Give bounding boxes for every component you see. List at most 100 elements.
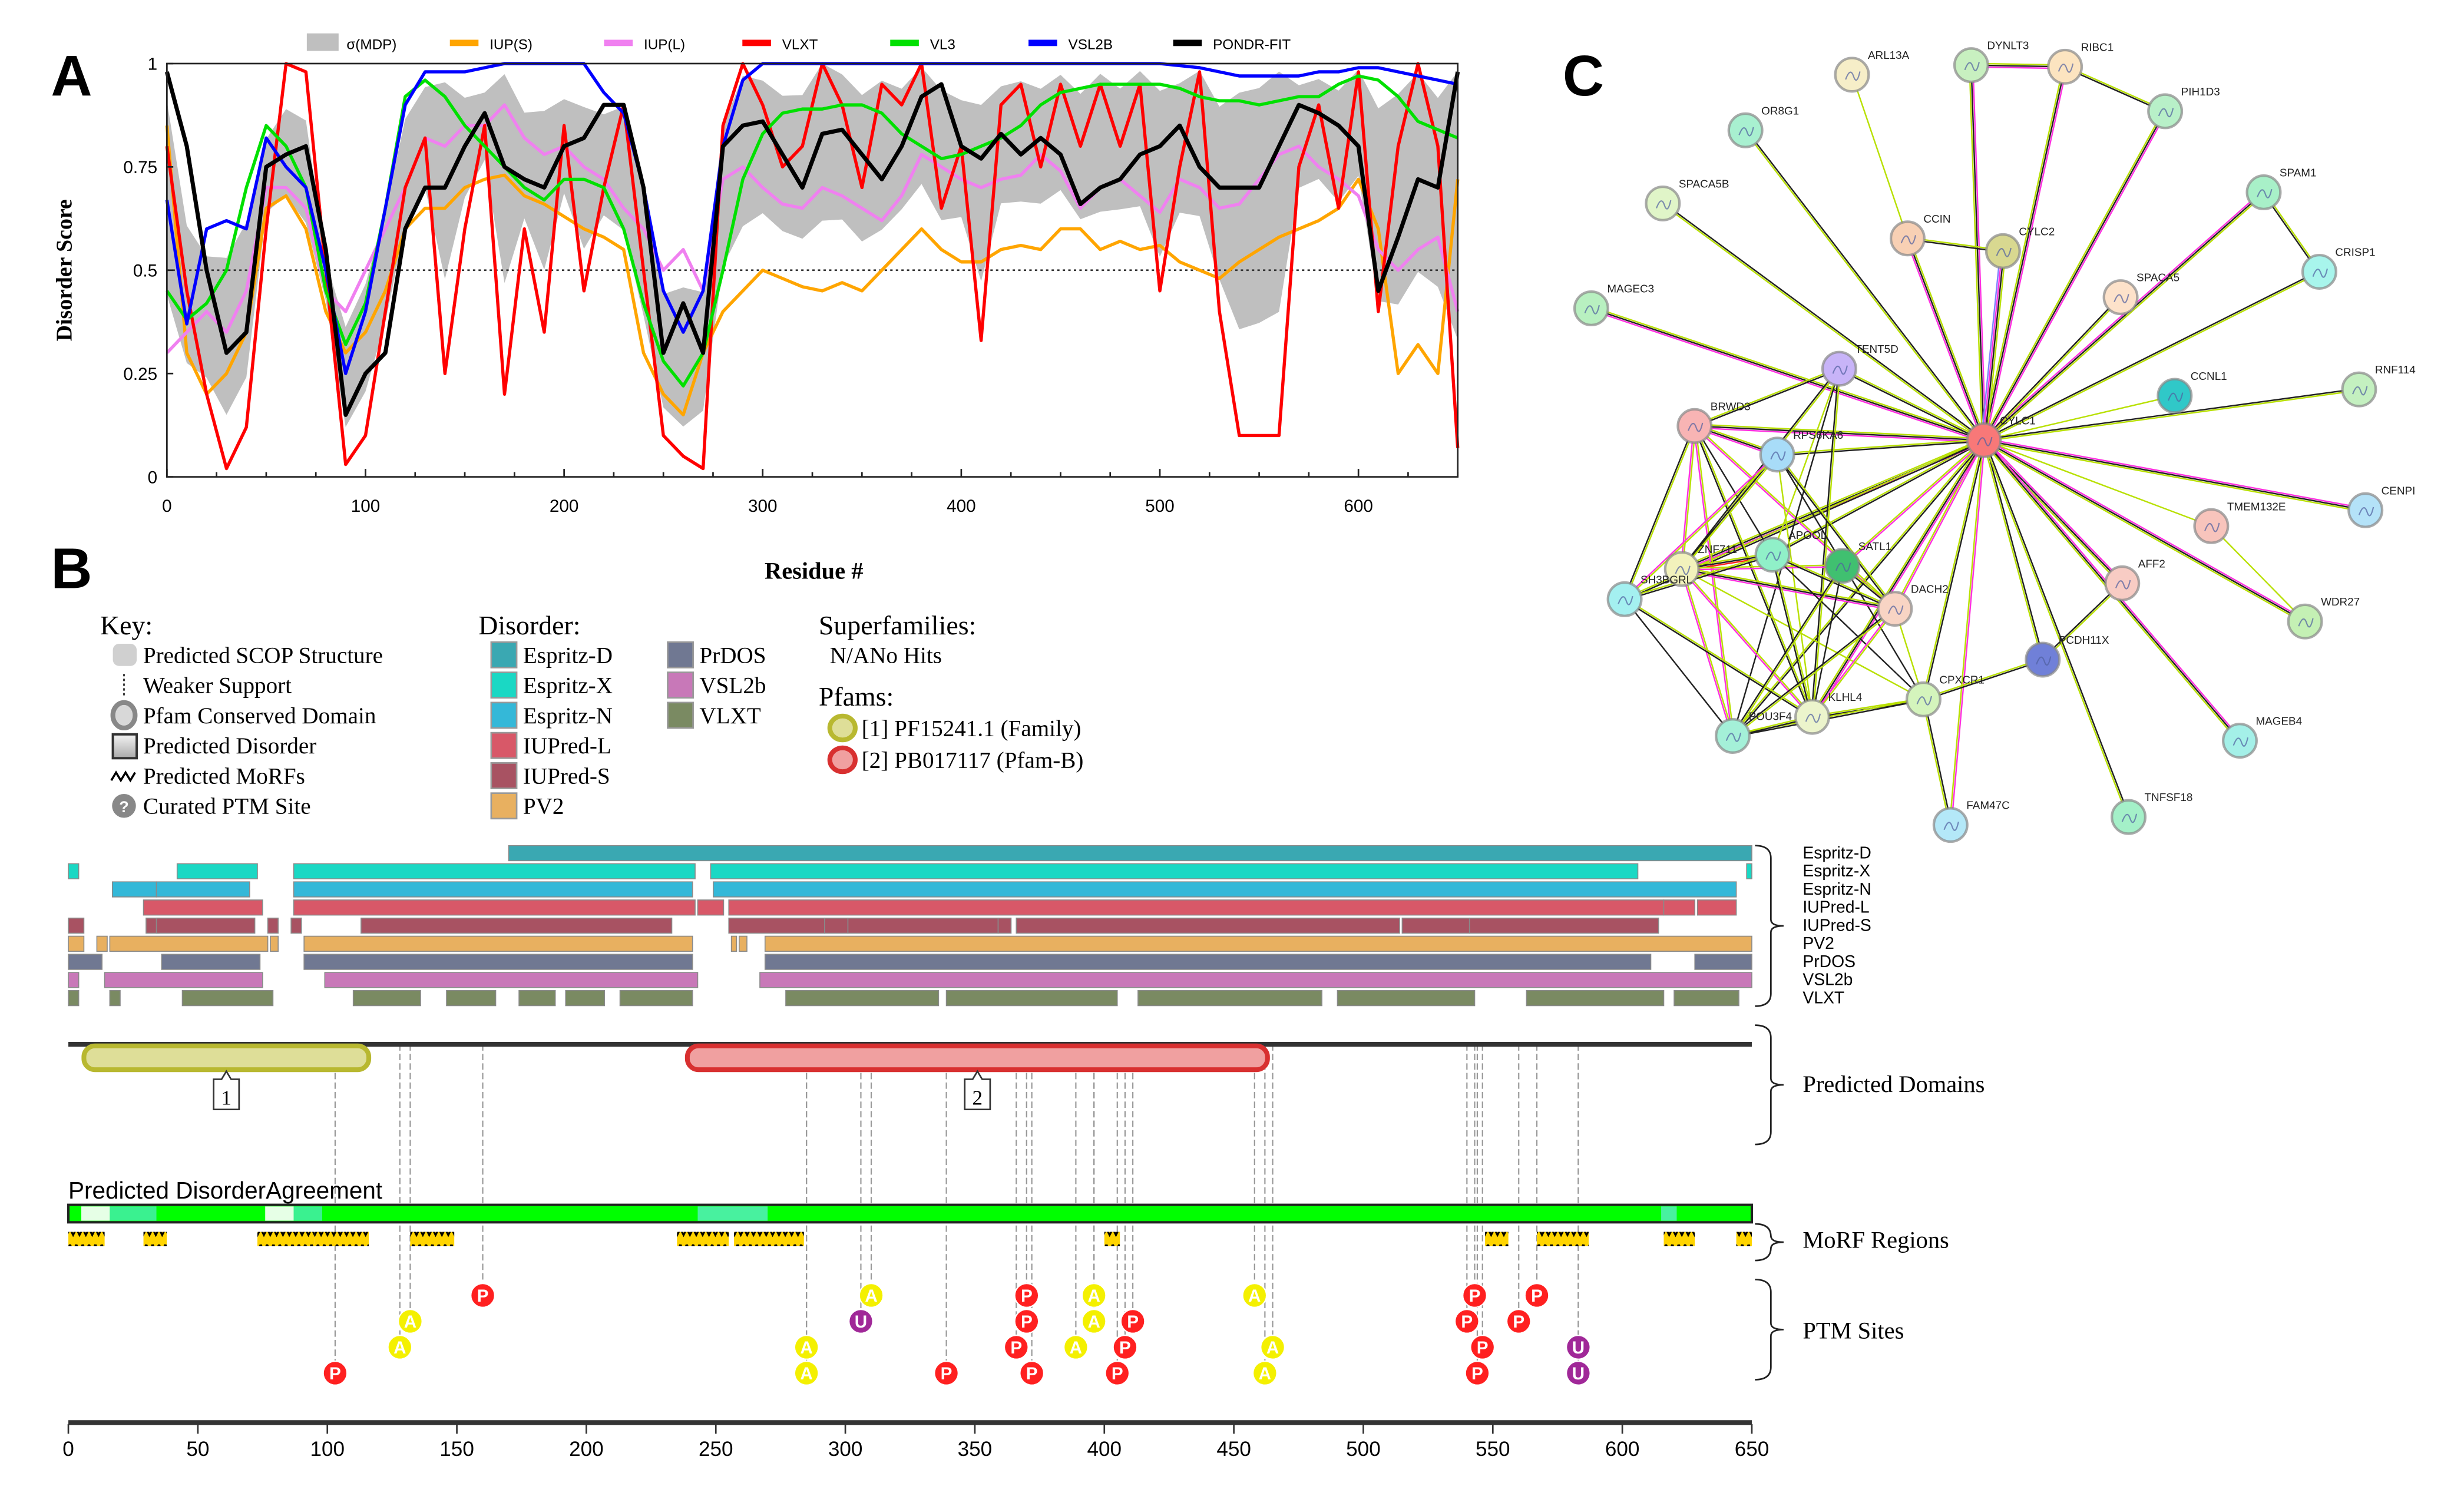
network-edge[interactable] bbox=[1623, 425, 1696, 600]
network-node[interactable]: APOOL bbox=[1754, 529, 1827, 573]
network-edge[interactable] bbox=[1776, 454, 1813, 717]
network-edge[interactable] bbox=[1981, 66, 2068, 441]
network-node[interactable]: TNFSF18 bbox=[2111, 792, 2192, 835]
network-edge[interactable] bbox=[1771, 368, 1840, 555]
network-node[interactable]: BRWD3 bbox=[1676, 401, 1751, 444]
network-edge[interactable] bbox=[1982, 438, 2307, 624]
network-edge[interactable] bbox=[1982, 439, 2131, 818]
network-edge[interactable] bbox=[1982, 439, 2045, 660]
network-edge[interactable] bbox=[1983, 438, 2366, 513]
ptm-site-P[interactable] bbox=[470, 1283, 495, 1308]
ptm-site-A[interactable] bbox=[858, 1283, 884, 1308]
network-node[interactable]: AFF2 bbox=[2104, 558, 2165, 601]
ptm-site-P[interactable] bbox=[1104, 1361, 1130, 1386]
network-edge[interactable] bbox=[1680, 426, 1696, 570]
network-node[interactable]: ZNF711 bbox=[1663, 544, 1737, 587]
network-edge[interactable] bbox=[1811, 565, 1843, 717]
ptm-site-A[interactable] bbox=[1252, 1361, 1278, 1386]
network-node[interactable]: OR8G1 bbox=[1727, 105, 1799, 148]
network-edge[interactable] bbox=[1777, 438, 1985, 456]
ptm-site-A[interactable] bbox=[398, 1309, 423, 1334]
network-edge[interactable] bbox=[1810, 368, 1841, 717]
network-edge[interactable] bbox=[1694, 367, 1840, 428]
ptm-site-P[interactable] bbox=[1003, 1335, 1029, 1360]
network-edge[interactable] bbox=[1731, 565, 1844, 737]
ptm-site-P[interactable] bbox=[1524, 1283, 1550, 1308]
network-edge[interactable] bbox=[2041, 582, 2124, 661]
network-node[interactable]: MAGEC3 bbox=[1573, 283, 1654, 327]
network-edge[interactable] bbox=[1771, 554, 1814, 717]
network-edge[interactable] bbox=[1681, 567, 1896, 611]
network-edge[interactable] bbox=[1776, 454, 1896, 610]
network-edge[interactable] bbox=[1744, 129, 1986, 442]
network-node[interactable]: RPS6KA6 bbox=[1759, 429, 1843, 473]
network-edge[interactable] bbox=[1905, 237, 1986, 442]
network-node[interactable]: CENPI bbox=[2347, 485, 2415, 528]
network-node[interactable]: CYLC2 bbox=[1985, 226, 2055, 269]
network-node[interactable]: MAGEB4 bbox=[2221, 716, 2302, 759]
ptm-site-P[interactable] bbox=[1112, 1335, 1138, 1360]
ptm-site-P[interactable] bbox=[1014, 1309, 1040, 1334]
network-node[interactable]: SH3BGRL bbox=[1606, 574, 1692, 617]
network-node[interactable]: CYLC1 bbox=[1966, 415, 2036, 459]
network-edge[interactable] bbox=[1983, 296, 2122, 442]
network-edge[interactable] bbox=[1923, 658, 2043, 701]
ptm-site-P[interactable] bbox=[1019, 1361, 1044, 1386]
network-node[interactable]: CRISP1 bbox=[2301, 246, 2376, 290]
network-node[interactable]: SPAM1 bbox=[2245, 167, 2317, 211]
network-node[interactable]: SATL1 bbox=[1824, 541, 1891, 584]
network-edge[interactable] bbox=[1590, 306, 1985, 443]
ptm-site-P[interactable] bbox=[934, 1361, 959, 1386]
ptm-site-A[interactable] bbox=[793, 1361, 819, 1386]
network-edge[interactable] bbox=[1731, 439, 1986, 737]
ptm-site-P[interactable] bbox=[1454, 1309, 1480, 1334]
ptm-site-A[interactable] bbox=[1063, 1335, 1089, 1360]
network-node[interactable]: WDR27 bbox=[2287, 596, 2360, 640]
network-node[interactable]: RIBC1 bbox=[2047, 41, 2114, 85]
network-edge[interactable] bbox=[1983, 439, 2212, 527]
network-node[interactable]: CCNL1 bbox=[2157, 370, 2227, 414]
network-node[interactable]: FAM47C bbox=[1932, 800, 2010, 843]
network-edge[interactable] bbox=[2211, 525, 2306, 623]
network-node[interactable]: SPACA5 bbox=[2102, 272, 2179, 316]
network-edge[interactable] bbox=[1694, 423, 1985, 443]
network-edge[interactable] bbox=[1681, 454, 1779, 570]
network-edge[interactable] bbox=[1921, 699, 1952, 826]
network-edge[interactable] bbox=[1693, 425, 1814, 718]
network-node[interactable]: POU3F4 bbox=[1715, 711, 1792, 754]
network-edge[interactable] bbox=[1694, 425, 1774, 555]
network-node[interactable]: PIH1D3 bbox=[2147, 86, 2220, 130]
network-edge[interactable] bbox=[1983, 395, 2175, 441]
ptm-site-A[interactable] bbox=[1081, 1309, 1107, 1334]
network-edge[interactable] bbox=[1681, 568, 1924, 700]
network-edge[interactable] bbox=[1811, 607, 1896, 718]
pfam-domain[interactable] bbox=[81, 1043, 372, 1073]
network-edge[interactable] bbox=[1949, 440, 1986, 825]
network-node[interactable]: CPXCR1 bbox=[1905, 674, 1985, 717]
network-edge[interactable] bbox=[1838, 367, 1985, 442]
network-edge[interactable] bbox=[1810, 439, 1986, 719]
network-edge[interactable] bbox=[1982, 110, 2168, 442]
ptm-site-U[interactable] bbox=[848, 1309, 874, 1334]
network-edge[interactable] bbox=[1624, 598, 1734, 737]
ptm-site-P[interactable] bbox=[1464, 1361, 1490, 1386]
ptm-site-U[interactable] bbox=[1566, 1335, 1591, 1360]
network-node[interactable]: TMEM132E bbox=[2193, 501, 2286, 544]
ptm-site-P[interactable] bbox=[1470, 1335, 1496, 1360]
pfam-domain[interactable] bbox=[684, 1043, 1270, 1073]
network-edge[interactable] bbox=[1983, 270, 2320, 442]
network-edge[interactable] bbox=[2064, 65, 2166, 113]
network-edge[interactable] bbox=[1623, 453, 1779, 601]
ptm-site-U[interactable] bbox=[1566, 1361, 1591, 1386]
network-node[interactable]: SPACA5B bbox=[1645, 178, 1729, 221]
ptm-site-A[interactable] bbox=[1242, 1283, 1268, 1308]
ptm-site-P[interactable] bbox=[1506, 1309, 1532, 1334]
network-node[interactable]: CCIN bbox=[1889, 213, 1951, 257]
network-node[interactable]: PCDH11X bbox=[2025, 634, 2109, 678]
ptm-site-P[interactable] bbox=[1120, 1309, 1146, 1334]
ptm-site-A[interactable] bbox=[387, 1335, 413, 1360]
ptm-site-A[interactable] bbox=[793, 1335, 819, 1360]
network-node[interactable]: KLHL4 bbox=[1794, 691, 1862, 735]
network-edge[interactable] bbox=[1731, 607, 1896, 737]
ptm-site-A[interactable] bbox=[1081, 1283, 1107, 1308]
